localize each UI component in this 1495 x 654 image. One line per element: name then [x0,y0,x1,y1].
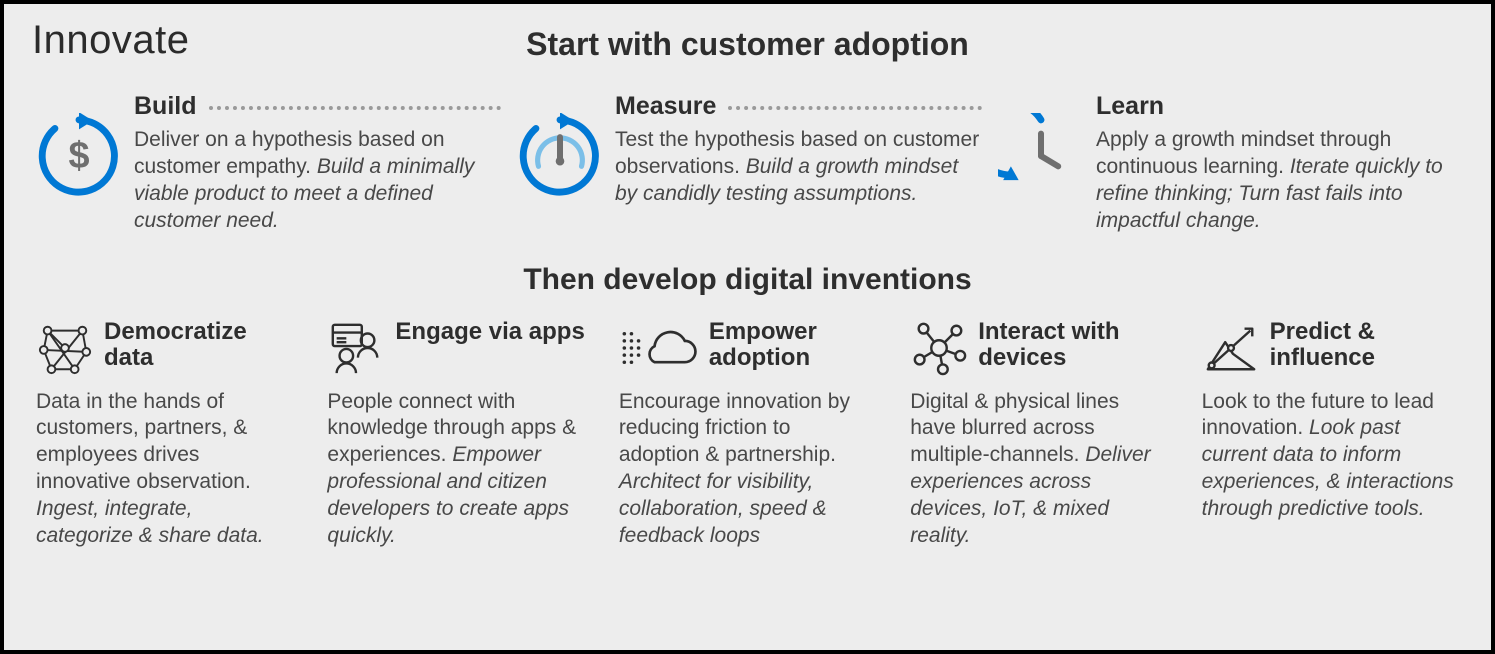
invention-body: Look to the future to lead innovation. L… [1202,389,1459,523]
invention-title: Predict & influence [1270,319,1459,373]
svg-text:$: $ [68,135,89,177]
invention-title: Interact with devices [978,319,1167,373]
bml-measure-body: Test the hypothesis based on customer ob… [615,127,982,208]
trend-triangle-icon [1202,319,1260,377]
inventions-row: Democratize data Data in the hands of cu… [32,319,1463,550]
invention-interact-devices: Interact with devices Digital & physical… [910,319,1167,550]
invention-empower-adoption: Empower adoption Encourage innovation by… [619,319,876,550]
dotted-separator [728,106,982,110]
gauge-cycle-icon [517,113,603,199]
invention-body: Data in the hands of customers, partners… [36,389,293,550]
bml-measure-title: Measure [615,92,716,121]
apps-people-icon [327,319,385,377]
bml-build: $ Build Deliver on a hypothesis based on… [36,91,517,235]
clock-cycle-icon [998,113,1084,199]
dotted-separator [209,106,502,110]
invention-predict-influence: Predict & influence Look to the future t… [1202,319,1459,550]
invention-democratize-data: Democratize data Data in the hands of cu… [36,319,293,550]
page-label: Innovate [32,18,189,63]
bml-measure: Measure Test the hypothesis based on cus… [517,91,998,235]
heading-digital-inventions: Then develop digital inventions [32,263,1463,297]
bml-learn-title: Learn [1096,92,1164,121]
invention-title: Democratize data [104,319,293,373]
invention-body: People connect with knowledge through ap… [327,389,584,550]
cloud-dots-icon [619,319,699,377]
network-graph-icon [36,319,94,377]
innovate-frame: Innovate Start with customer adoption $ … [0,0,1495,654]
dollar-cycle-icon: $ [36,113,122,199]
invention-body: Encourage innovation by reducing frictio… [619,389,876,550]
bml-build-title: Build [134,92,197,121]
hub-nodes-icon [910,319,968,377]
invention-engage-apps: Engage via apps People connect with know… [327,319,584,550]
invention-title: Engage via apps [395,319,584,346]
bml-learn: Learn Apply a growth mindset through con… [998,91,1463,235]
invention-title: Empower adoption [709,319,876,373]
heading-customer-adoption: Start with customer adoption [32,26,1463,63]
build-measure-learn-row: $ Build Deliver on a hypothesis based on… [32,91,1463,235]
bml-build-body: Deliver on a hypothesis based on custome… [134,127,501,235]
invention-body: Digital & physical lines have blurred ac… [910,389,1167,550]
bml-learn-body: Apply a growth mindset through continuou… [1096,127,1463,235]
